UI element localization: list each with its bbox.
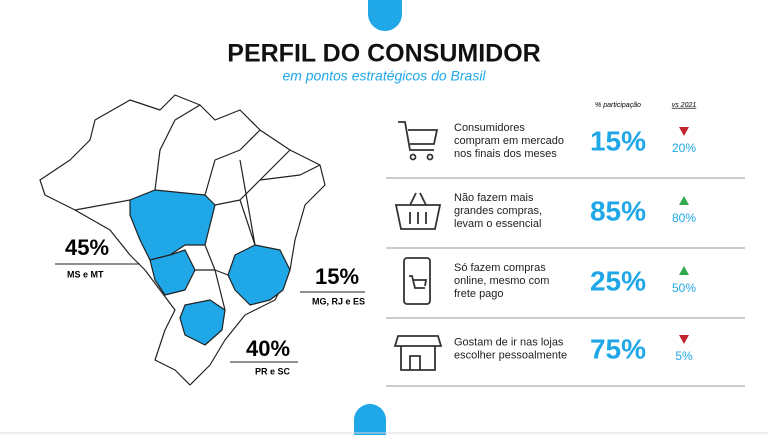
column-header: vs 2021 <box>672 102 697 109</box>
state-border <box>74 104 201 211</box>
state-border <box>259 164 321 181</box>
trend-arrow <box>679 335 689 344</box>
state-border <box>214 149 291 206</box>
share: 15% <box>590 125 646 156</box>
row-text: Só fazem compras <box>454 262 546 274</box>
title: PERFIL DO CONSUMIDOR <box>227 40 540 68</box>
share: 75% <box>590 333 646 364</box>
row-text: Consumidores <box>454 122 525 134</box>
basket-icon <box>394 192 442 230</box>
row-text: online, mesmo com <box>454 275 549 287</box>
change: 5% <box>675 349 693 363</box>
row-text: Não fazem mais <box>454 192 534 204</box>
state-border <box>204 129 261 196</box>
column-header: % participação <box>595 102 641 109</box>
trend-arrow <box>679 196 689 205</box>
store-icon <box>393 335 443 371</box>
region-label: MG, RJ e ES <box>312 296 365 306</box>
change: 80% <box>672 211 696 225</box>
cart-icon <box>398 121 439 161</box>
region-label: PR e SC <box>255 366 291 376</box>
region-percent: 45% <box>65 235 109 260</box>
row-text: levam o essencial <box>454 218 541 230</box>
bottom-tab <box>354 404 386 435</box>
change: 20% <box>672 141 696 155</box>
top-tab <box>368 0 402 31</box>
phone-icon <box>403 257 431 305</box>
region-ms <box>149 249 196 296</box>
trend-arrow <box>679 266 689 275</box>
region-percent: 15% <box>315 264 359 289</box>
row-text: Gostam de ir nas lojas <box>454 336 564 348</box>
share: 25% <box>590 265 646 296</box>
row-text: compram em mercado <box>454 135 564 147</box>
change: 50% <box>672 281 696 295</box>
state-border <box>195 269 226 311</box>
map-labels: 45% MS e MT 15% MG, RJ e ES 40% PR e SC <box>55 235 365 376</box>
subtitle: em pontos estratégicos do Brasil <box>282 68 486 84</box>
region-pr-sc <box>179 299 226 346</box>
region-label: MS e MT <box>67 269 104 279</box>
share: 85% <box>590 195 646 226</box>
brazil-map <box>39 94 326 386</box>
region-percent: 40% <box>246 336 290 361</box>
row-text: grandes compras, <box>454 205 542 217</box>
region-mt <box>129 189 216 261</box>
trend-arrow <box>679 127 689 136</box>
row-text: escolher pessoalmente <box>454 349 567 361</box>
icons <box>393 121 443 371</box>
region-mg-rj-es <box>227 244 291 306</box>
row-text: frete pago <box>454 288 504 300</box>
row-text: nos finais dos meses <box>454 148 557 160</box>
